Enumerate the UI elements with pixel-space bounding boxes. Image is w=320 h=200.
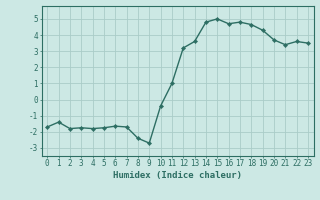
X-axis label: Humidex (Indice chaleur): Humidex (Indice chaleur) bbox=[113, 171, 242, 180]
